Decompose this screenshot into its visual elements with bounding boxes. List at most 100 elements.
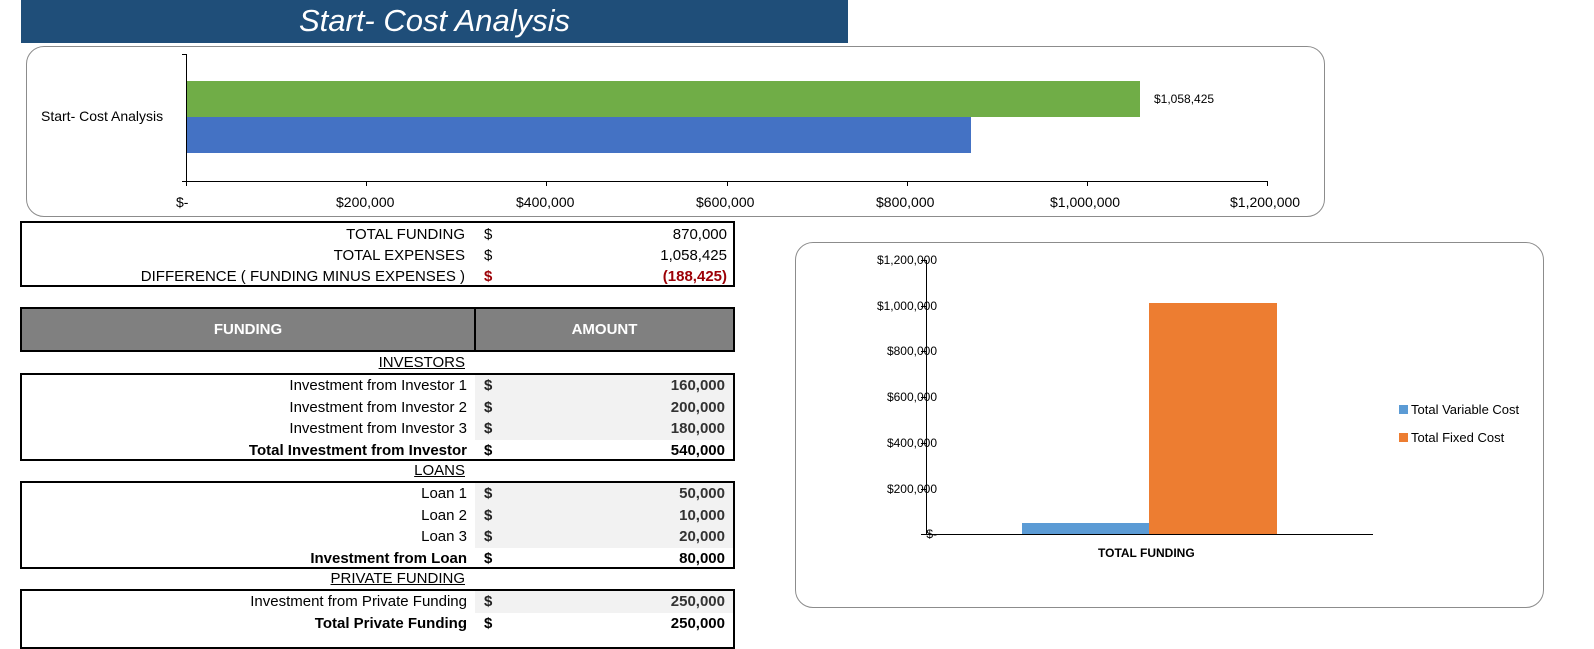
currency-symbol: $: [484, 420, 493, 437]
currency-symbol: $: [484, 528, 493, 545]
summary-label: DIFFERENCE ( FUNDING MINUS EXPENSES ): [140, 268, 465, 285]
row-label: Investment from Private Funding: [250, 593, 467, 610]
row-value[interactable]: 10,000: [679, 506, 725, 524]
row-label: Loan 2: [421, 506, 467, 524]
currency-symbol: $: [484, 247, 493, 264]
y-tick-label: $800,000: [886, 344, 937, 358]
legend-item-variable-cost[interactable]: Total Variable Cost: [1399, 402, 1519, 417]
x-tick: [1087, 181, 1088, 186]
currency-symbol: $: [484, 441, 493, 459]
row-value: 540,000: [670, 441, 725, 459]
input-cell-bg: [475, 418, 733, 440]
header-funding: FUNDING: [213, 321, 283, 338]
y-tick: [921, 397, 926, 398]
column-chart-category-label: TOTAL FUNDING: [1098, 546, 1195, 560]
column-chart-x-axis: [921, 534, 1373, 535]
table-row[interactable]: Investment from Investor 1 $ 160,000: [22, 375, 733, 397]
y-tick: [921, 306, 926, 307]
bar-variable-cost[interactable]: [1022, 523, 1149, 534]
x-tick-label: $800,000: [876, 194, 935, 210]
currency-symbol: $: [484, 226, 493, 243]
row-label: Investment from Investor 2: [289, 398, 467, 416]
row-value[interactable]: 50,000: [679, 485, 725, 502]
summary-value-negative: (188,425): [662, 268, 727, 285]
y-tick-label: $-: [926, 527, 937, 541]
legend-swatch-blue: [1399, 405, 1408, 414]
x-tick-label: $200,000: [336, 194, 395, 210]
x-tick-label: $1,000,000: [1050, 194, 1121, 210]
x-tick: [1267, 181, 1268, 186]
row-value[interactable]: 180,000: [670, 420, 725, 437]
private-funding-group: Investment from Private Funding $ 250,00…: [20, 589, 735, 649]
input-cell-bg: [475, 591, 733, 613]
currency-symbol: $: [484, 506, 493, 524]
y-tick-label: $200,000: [886, 482, 937, 496]
bar-expenses[interactable]: [187, 81, 1140, 117]
y-tick-label: $400,000: [886, 436, 937, 450]
summary-row-total-expenses: TOTAL EXPENSES $ 1,058,425: [22, 245, 733, 266]
currency-symbol: $: [484, 377, 493, 394]
table-row[interactable]: Investment from Investor 3 $ 180,000: [22, 418, 733, 440]
bar-fixed-cost[interactable]: [1149, 303, 1277, 534]
y-tick: [921, 260, 926, 261]
y-tick-label: $1,200,000: [876, 253, 937, 267]
section-title-private-funding: PRIVATE FUNDING: [330, 570, 465, 587]
y-tick: [921, 443, 926, 444]
table-row[interactable]: Investment from Private Funding $ 250,00…: [22, 591, 733, 613]
bar-chart-y-axis: [186, 54, 187, 182]
summary-label: TOTAL FUNDING: [346, 226, 465, 243]
input-cell-bg: [475, 526, 733, 548]
table-row[interactable]: Loan 1 $ 50,000: [22, 483, 733, 505]
column-chart-y-axis: [926, 260, 927, 535]
row-value: 80,000: [679, 549, 725, 567]
currency-symbol: $: [484, 614, 493, 632]
x-tick-label: $600,000: [696, 194, 755, 210]
row-label: Investment from Investor 1: [289, 377, 467, 394]
x-tick: [727, 181, 728, 186]
y-tick-label: $600,000: [886, 390, 937, 404]
row-value[interactable]: 200,000: [670, 398, 725, 416]
row-value: 250,000: [670, 614, 725, 632]
table-row-total: Total Private Funding $ 250,000: [22, 613, 733, 635]
row-value[interactable]: 160,000: [670, 377, 725, 394]
row-value[interactable]: 250,000: [670, 593, 725, 610]
summary-row-total-funding: TOTAL FUNDING $ 870,000: [22, 224, 733, 245]
row-label: Total Private Funding: [314, 614, 467, 632]
header-amount: AMOUNT: [571, 321, 638, 338]
row-value[interactable]: 20,000: [679, 528, 725, 545]
x-tick: [186, 181, 187, 186]
table-row[interactable]: Loan 3 $ 20,000: [22, 526, 733, 548]
x-tick: [366, 181, 367, 186]
row-label: Investment from Loan: [310, 549, 467, 567]
summary-value: 1,058,425: [660, 247, 727, 264]
summary-box: TOTAL FUNDING $ 870,000 TOTAL EXPENSES $…: [20, 221, 735, 287]
currency-symbol: $: [484, 593, 493, 610]
table-row[interactable]: Loan 2 $ 10,000: [22, 504, 733, 526]
y-tick: [921, 489, 926, 490]
table-row-total: Investment from Loan $ 80,000: [22, 548, 733, 570]
x-tick: [907, 181, 908, 186]
legend-swatch-orange: [1399, 433, 1408, 442]
y-tick: [921, 351, 926, 352]
y-tick-label: $1,000,000: [876, 299, 937, 313]
row-label: Loan 1: [421, 485, 467, 502]
summary-value: 870,000: [672, 226, 727, 243]
currency-symbol: $: [484, 398, 493, 416]
input-cell-bg: [475, 504, 733, 526]
currency-symbol: $: [484, 268, 493, 285]
legend-item-fixed-cost[interactable]: Total Fixed Cost: [1399, 430, 1504, 445]
input-cell-bg: [475, 375, 733, 397]
table-row[interactable]: Investment from Investor 2 $ 200,000: [22, 396, 733, 418]
x-tick-label: $1,200,000: [1230, 194, 1301, 210]
section-title-loans: LOANS: [414, 462, 465, 479]
loans-group: Loan 1 $ 50,000 Loan 2 $ 10,000 Loan 3 $…: [20, 481, 735, 569]
summary-label: TOTAL EXPENSES: [333, 247, 465, 264]
summary-row-difference: DIFFERENCE ( FUNDING MINUS EXPENSES ) $ …: [22, 266, 733, 287]
header-divider: [474, 309, 476, 350]
row-label: Investment from Investor 3: [289, 420, 467, 437]
bar-chart-y-axis-tick-top: [182, 54, 187, 55]
section-title-investors: INVESTORS: [378, 354, 465, 371]
input-cell-bg: [475, 396, 733, 418]
page-title: Start- Cost Analysis: [21, 0, 848, 43]
bar-funding[interactable]: [187, 117, 971, 153]
